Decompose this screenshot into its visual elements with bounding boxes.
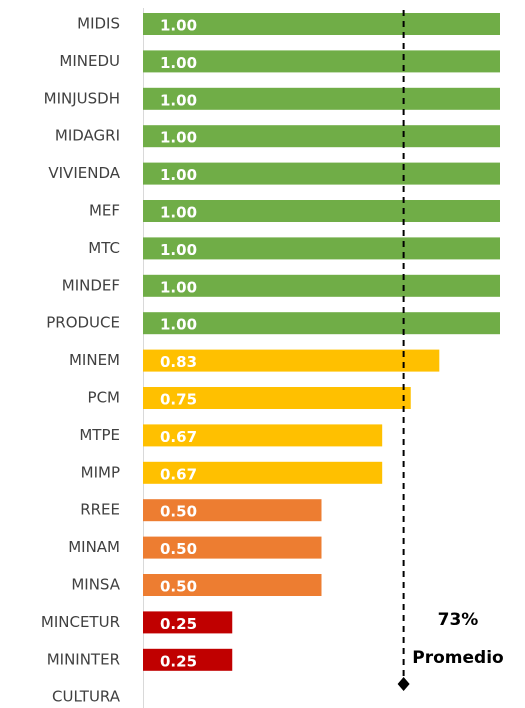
value-label: 1.00: [160, 241, 197, 259]
bar: [143, 349, 440, 372]
value-label: 0.50: [160, 503, 197, 521]
bar: [143, 87, 500, 110]
value-label: 1.00: [160, 204, 197, 222]
category-label: MINJUSDH: [44, 89, 120, 107]
bar: [143, 499, 322, 522]
value-label: 0.25: [160, 652, 197, 670]
average-text: Promedio: [412, 648, 503, 668]
bar: [143, 648, 233, 671]
average-marker: [397, 677, 410, 691]
category-label: MINEM: [69, 351, 120, 369]
average-label: 73%: [438, 610, 479, 630]
value-label: 0.25: [160, 615, 197, 633]
category-label: RREE: [80, 501, 120, 519]
value-label: 0.83: [160, 353, 197, 371]
value-label: 0.50: [160, 578, 197, 596]
bar: [143, 200, 500, 222]
category-label: MIMP: [81, 463, 120, 481]
category-label: MIDIS: [77, 15, 120, 33]
bar: [143, 125, 500, 148]
category-label: MINAM: [68, 538, 120, 556]
category-label: MINDEF: [62, 276, 120, 294]
category-label: CULTURA: [52, 688, 121, 706]
category-label: MIDAGRI: [55, 127, 120, 145]
value-label: 0.67: [160, 465, 197, 483]
category-label: MTPE: [79, 426, 120, 444]
bar: [143, 387, 411, 409]
value-label: 1.00: [160, 166, 197, 184]
bar: [143, 13, 500, 35]
value-label: 1.00: [160, 54, 197, 72]
category-label: MTC: [88, 239, 120, 257]
category-label: PCM: [88, 389, 120, 407]
bar: [143, 574, 322, 596]
value-label: 1.00: [160, 316, 197, 334]
category-label: MINEDU: [59, 52, 120, 70]
category-label: MINSA: [71, 576, 120, 594]
value-label: 0.50: [160, 540, 197, 558]
category-label: PRODUCE: [46, 314, 120, 332]
value-label: 1.00: [160, 17, 197, 35]
category-label: MINCETUR: [41, 613, 120, 631]
bar: [143, 274, 500, 297]
bar: [143, 424, 383, 447]
bar: [143, 611, 233, 634]
value-label: 1.00: [160, 91, 197, 109]
bar: [143, 461, 383, 484]
bar: [143, 312, 500, 335]
value-label: 0.75: [160, 391, 197, 409]
bar: [143, 536, 322, 559]
bar: [143, 50, 500, 73]
bar: [143, 237, 500, 260]
category-label: MEF: [89, 202, 120, 220]
category-label: MININTER: [47, 650, 120, 668]
value-label: 1.00: [160, 129, 197, 147]
value-label: 1.00: [160, 278, 197, 296]
bar: [143, 162, 500, 185]
value-label: 0.67: [160, 428, 197, 446]
category-label: VIVIENDA: [48, 164, 120, 182]
